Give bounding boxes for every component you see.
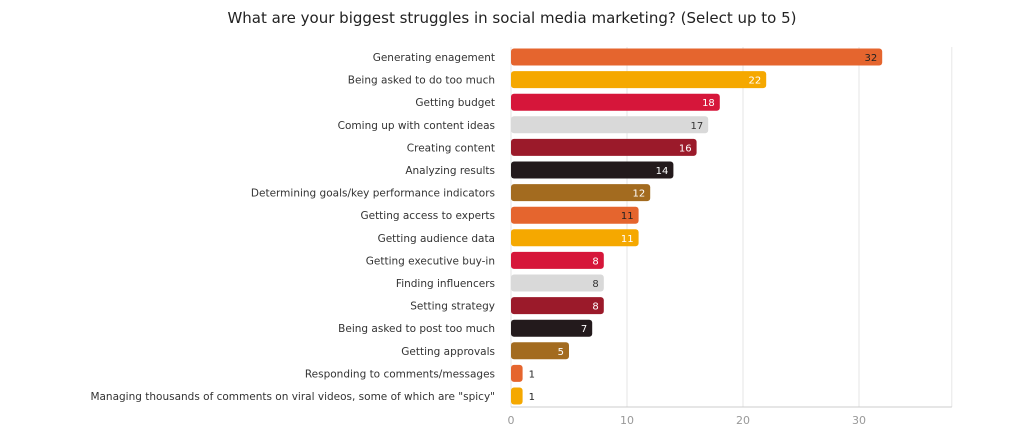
data-label: 7 xyxy=(581,324,587,335)
bar xyxy=(511,71,767,89)
bar xyxy=(511,387,523,405)
bar xyxy=(511,274,604,292)
category-label: Responding to comments/messages xyxy=(305,368,495,380)
bar xyxy=(511,93,720,111)
data-label: 14 xyxy=(656,166,669,177)
category-label: Managing thousands of comments on viral … xyxy=(90,391,495,403)
data-label: 11 xyxy=(621,211,634,222)
category-labels: Generating enagement Being asked to do to… xyxy=(90,52,495,403)
data-label: 8 xyxy=(592,279,598,290)
category-label: Coming up with content ideas xyxy=(338,120,495,132)
data-label: 1 xyxy=(529,369,535,380)
data-label: 16 xyxy=(679,143,692,154)
data-label: 22 xyxy=(748,76,761,87)
bar xyxy=(511,161,674,179)
data-label: 8 xyxy=(592,302,598,313)
category-label: Getting approvals xyxy=(401,346,495,358)
category-label: Being asked to do too much xyxy=(348,75,495,87)
category-label: Finding influencers xyxy=(396,278,495,290)
x-tick-label: 30 xyxy=(852,414,866,427)
axis-ticks: 0 10 20 30 xyxy=(508,414,867,427)
bar xyxy=(511,342,569,360)
category-label: Getting audience data xyxy=(378,233,495,245)
bar xyxy=(511,364,523,382)
x-tick-label: 10 xyxy=(620,414,634,427)
data-label: 18 xyxy=(702,98,715,109)
bar xyxy=(511,48,883,66)
data-label: 5 xyxy=(558,347,564,358)
bar xyxy=(511,229,639,247)
data-label: 11 xyxy=(621,234,634,245)
bar xyxy=(511,116,709,134)
data-label: 32 xyxy=(864,53,877,64)
data-label: 12 xyxy=(632,189,645,200)
category-label: Getting executive buy-in xyxy=(366,255,495,267)
bar xyxy=(511,206,639,224)
category-label: Generating enagement xyxy=(373,52,495,64)
bar xyxy=(511,319,593,337)
bar xyxy=(511,138,697,156)
data-label: 1 xyxy=(529,392,535,403)
category-label: Setting strategy xyxy=(410,301,495,313)
category-label: Being asked to post too much xyxy=(338,323,495,335)
data-label: 8 xyxy=(592,256,598,267)
x-tick-label: 20 xyxy=(736,414,750,427)
category-label: Creating content xyxy=(407,142,495,154)
category-label: Analyzing results xyxy=(405,165,495,177)
category-label: Getting access to experts xyxy=(360,210,495,222)
category-label: Getting budget xyxy=(415,97,495,109)
data-label: 17 xyxy=(690,121,703,132)
chart-title: What are your biggest struggles in socia… xyxy=(227,9,797,27)
bar xyxy=(511,184,651,202)
bar xyxy=(511,251,604,269)
bar xyxy=(511,297,604,315)
x-tick-label: 0 xyxy=(508,414,515,427)
category-label: Determining goals/key performance indica… xyxy=(251,188,495,200)
